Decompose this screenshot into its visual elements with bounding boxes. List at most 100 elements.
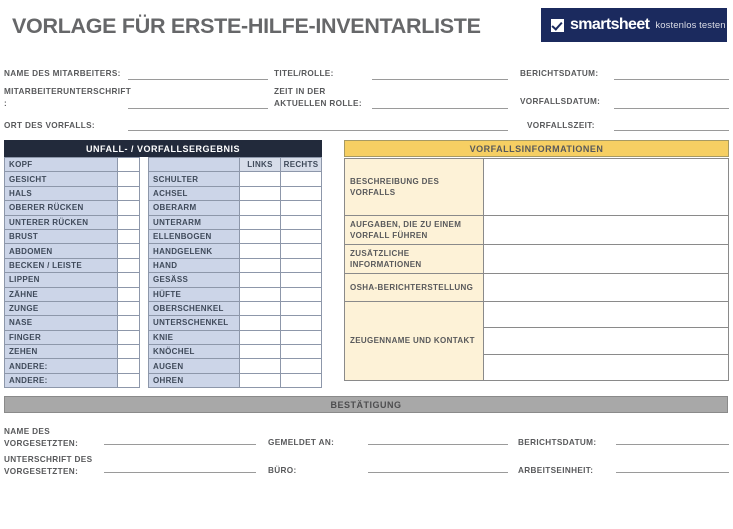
time-in-role-label: ZEIT IN DER AKTUELLEN ROLLE:	[274, 87, 362, 108]
injury-checkbox-cell-right[interactable]	[280, 214, 322, 230]
incident-info-input[interactable]	[483, 300, 729, 329]
incident-info-row	[345, 353, 729, 381]
injury-checkbox-cell-left[interactable]	[239, 300, 281, 317]
injury-checkbox-cell[interactable]	[117, 200, 140, 216]
injury-checkbox-cell[interactable]	[117, 257, 140, 274]
injury-left-rows: KOPF GESICHT HALS OBERER RÜCKEN UNTERER RÜCK…	[4, 156, 140, 389]
body-part-label: HAND	[148, 257, 240, 274]
injury-checkbox-cell[interactable]	[117, 286, 140, 302]
employee-name-label: NAME DES MITARBEITERS:	[4, 69, 121, 78]
injury-checkbox-cell[interactable]	[117, 315, 140, 331]
injury-checkbox-cell-right[interactable]	[280, 315, 322, 331]
body-part-label: UNTERSCHENKEL	[148, 315, 240, 331]
injury-checkbox-cell[interactable]	[117, 214, 140, 230]
incident-time-input[interactable]	[614, 130, 729, 131]
incident-place-input[interactable]	[128, 130, 508, 131]
supervisor-signature-input[interactable]	[104, 472, 256, 473]
incident-info-row: ZEUGENNAME UND KONTAKT	[344, 300, 729, 381]
checkbox-icon	[551, 18, 564, 32]
table-row: KOPF	[4, 156, 140, 173]
injury-checkbox-cell-left[interactable]	[239, 358, 281, 374]
incident-info-input[interactable]	[483, 158, 729, 216]
body-part-label: BECKEN / LEISTE	[4, 257, 118, 274]
smartsheet-logo[interactable]: smartsheet kostenlos testen	[541, 8, 727, 42]
injury-checkbox-cell[interactable]	[117, 171, 140, 187]
supervisor-signature-label: UNTERSCHRIFT DES VORGESETZTEN:	[4, 455, 93, 476]
injury-checkbox-cell[interactable]	[117, 344, 140, 360]
injury-checkbox-cell-right[interactable]	[280, 329, 322, 346]
incident-info-panel: VORFALLSINFORMATIONEN BESCHREIBUNG DES V…	[344, 140, 729, 381]
injury-checkbox-cell-right[interactable]	[280, 200, 322, 216]
confirm-report-date-input[interactable]	[616, 444, 729, 445]
injury-checkbox-cell[interactable]	[117, 243, 140, 259]
injury-checkbox-cell-right[interactable]	[280, 171, 322, 187]
injury-checkbox-cell-left[interactable]	[239, 171, 281, 187]
employee-name-input[interactable]	[128, 79, 268, 80]
incident-info-input[interactable]	[483, 353, 729, 381]
injury-checkbox-cell-left[interactable]	[239, 329, 281, 346]
injury-checkbox-cell-right[interactable]	[280, 358, 322, 374]
injury-checkbox-cell[interactable]	[117, 358, 140, 374]
body-part-label: ABDOMEN	[4, 243, 118, 259]
incident-info-input[interactable]	[483, 273, 729, 302]
time-in-role-input[interactable]	[372, 108, 508, 109]
injury-checkbox-cell-left[interactable]	[239, 214, 281, 230]
employee-signature-input[interactable]	[128, 108, 268, 109]
injury-checkbox-cell-right[interactable]	[280, 185, 322, 202]
injury-checkbox-cell-right[interactable]	[280, 272, 322, 288]
body-part-label: GESICHT	[4, 171, 118, 187]
incident-info-label: BESCHREIBUNG DES VORFALLS	[344, 158, 484, 216]
body-part-label: OHREN	[148, 372, 240, 389]
injury-checkbox-cell-left[interactable]	[239, 344, 281, 360]
injury-checkbox-cell-right[interactable]	[280, 300, 322, 317]
report-date-input[interactable]	[614, 79, 729, 80]
injury-checkbox-cell[interactable]	[117, 272, 140, 288]
table-row: LIPPEN	[4, 272, 140, 288]
injury-checkbox-cell-left[interactable]	[239, 286, 281, 302]
body-part-label: ACHSEL	[148, 185, 240, 202]
injury-checkbox-cell-right[interactable]	[280, 243, 322, 259]
injury-checkbox-cell[interactable]	[117, 372, 140, 389]
injury-checkbox-cell-right[interactable]	[280, 286, 322, 302]
table-header-row: LINKS RECHTS	[148, 156, 322, 173]
incident-info-input[interactable]	[483, 215, 729, 245]
injury-checkbox-cell[interactable]	[117, 329, 140, 346]
injury-checkbox-cell-right[interactable]	[280, 372, 322, 389]
incident-date-input[interactable]	[614, 108, 729, 109]
title-role-input[interactable]	[372, 79, 508, 80]
body-part-label: HALS	[4, 185, 118, 202]
injury-checkbox-cell[interactable]	[117, 156, 140, 173]
incident-info-label: ZUSÄTZLICHE INFORMATIONEN	[344, 244, 484, 274]
injury-checkbox-cell-left[interactable]	[239, 315, 281, 331]
incident-info-input[interactable]	[483, 244, 729, 274]
table-row: UNTERER RÜCKEN	[4, 214, 140, 230]
injury-checkbox-cell[interactable]	[117, 185, 140, 202]
table-row: BECKEN / LEISTE	[4, 257, 140, 274]
report-date-label: BERICHTSDATUM:	[520, 69, 599, 78]
injury-checkbox-cell-right[interactable]	[280, 344, 322, 360]
injury-checkbox-cell[interactable]	[117, 300, 140, 317]
injury-checkbox-cell-left[interactable]	[239, 257, 281, 274]
reported-to-input[interactable]	[368, 444, 508, 445]
incident-info-row: ZUSÄTZLICHE INFORMATIONEN	[344, 244, 729, 274]
table-row: ZUNGE	[4, 300, 140, 317]
table-row: HALS	[4, 185, 140, 202]
side-header-rechts: RECHTS	[280, 156, 322, 173]
supervisor-name-input[interactable]	[104, 444, 256, 445]
injury-checkbox-cell-left[interactable]	[239, 243, 281, 259]
injury-checkbox-cell[interactable]	[117, 228, 140, 245]
injury-checkbox-cell-left[interactable]	[239, 272, 281, 288]
injury-checkbox-cell-left[interactable]	[239, 200, 281, 216]
incident-info-label: ZEUGENNAME UND KONTAKT	[344, 301, 484, 381]
office-input[interactable]	[368, 472, 508, 473]
work-unit-input[interactable]	[616, 472, 729, 473]
incident-info-input[interactable]	[483, 327, 729, 355]
injury-checkbox-cell-right[interactable]	[280, 257, 322, 274]
table-row: UNTERSCHENKEL	[148, 315, 322, 331]
injury-right-column: LINKS RECHTS SCHULTER ACHSEL OBERARM UNTERARM…	[148, 156, 322, 389]
injury-checkbox-cell-left[interactable]	[239, 185, 281, 202]
injury-checkbox-cell-left[interactable]	[239, 228, 281, 245]
injury-checkbox-cell-left[interactable]	[239, 372, 281, 389]
body-part-label: OBERER RÜCKEN	[4, 200, 118, 216]
injury-checkbox-cell-right[interactable]	[280, 228, 322, 245]
